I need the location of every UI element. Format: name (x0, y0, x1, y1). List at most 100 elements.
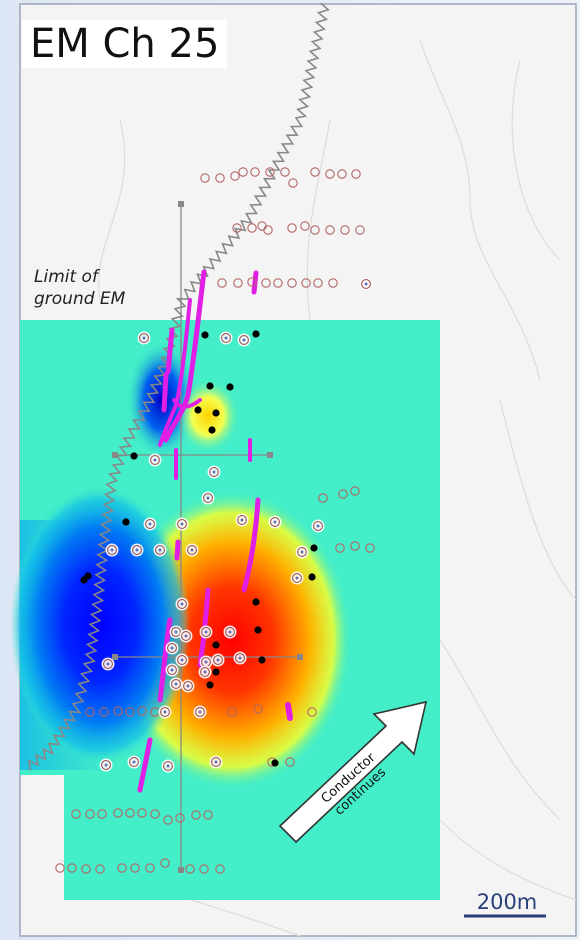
drillhole-marker (208, 426, 216, 434)
target-stations (99, 277, 373, 773)
sample-station-target (193, 705, 207, 719)
sample-station-target (169, 677, 183, 691)
sample-station-target (209, 755, 223, 769)
sample-station-marker (215, 173, 225, 183)
sample-station-marker (350, 541, 360, 551)
sample-station-marker (215, 864, 225, 874)
sample-station-target (207, 465, 221, 479)
sample-station-marker (253, 704, 263, 714)
sample-station-target (165, 663, 179, 677)
drillholes (80, 330, 318, 767)
sample-station-marker (71, 809, 81, 819)
sample-station-target (179, 629, 193, 643)
sample-station-marker (335, 543, 345, 553)
conductor-trace (163, 269, 207, 443)
sample-station-marker (200, 173, 210, 183)
sample-station-target (165, 641, 179, 655)
note-line-2: ground EM (34, 289, 126, 310)
sample-station-marker (337, 169, 347, 179)
sample-station-target (223, 625, 237, 639)
sample-station-marker (300, 221, 310, 231)
scale-label: 200m (476, 890, 538, 914)
sample-station-marker (350, 486, 360, 496)
sample-station-marker (199, 864, 209, 874)
sample-station-marker (287, 278, 297, 288)
sample-station-marker (125, 808, 135, 818)
sample-station-target (175, 653, 189, 667)
sample-stations (55, 167, 375, 874)
em-anomaly-low (10, 485, 190, 765)
sample-station-target (198, 665, 212, 679)
drillhole-marker (212, 641, 220, 649)
sample-station-target (143, 517, 157, 531)
sample-station-marker (185, 864, 195, 874)
sample-station-marker (191, 810, 201, 820)
conductor-trace (137, 737, 153, 793)
sample-station-target (211, 653, 225, 667)
sample-station-marker (310, 225, 320, 235)
sample-station-marker (288, 178, 298, 188)
sample-station-marker (247, 223, 257, 233)
sample-station-marker (338, 489, 348, 499)
sample-station-marker (85, 707, 95, 717)
sample-station-target (99, 758, 113, 772)
conductor-trace (157, 617, 173, 703)
sample-station-marker (263, 225, 273, 235)
sample-station-target (359, 277, 373, 291)
sample-station-marker (301, 278, 311, 288)
sample-station-marker (365, 543, 375, 553)
sample-station-marker (230, 171, 240, 181)
sample-station-marker (351, 169, 361, 179)
sample-station-target (201, 491, 215, 505)
sample-station-marker (113, 808, 123, 818)
sample-station-marker (203, 810, 213, 820)
sample-station-marker (340, 225, 350, 235)
conductor-trace (174, 539, 181, 561)
conductor-trace (165, 327, 175, 375)
conductor-trace (241, 497, 261, 593)
sample-station-target (311, 519, 325, 533)
sample-station-target (233, 651, 247, 665)
sample-station-target (158, 705, 172, 719)
sample-station-marker (95, 864, 105, 874)
drillhole-marker (194, 406, 202, 414)
drillhole-marker (212, 409, 220, 417)
sample-station-marker (285, 757, 295, 767)
sample-station-marker (273, 278, 283, 288)
sample-station-marker (287, 223, 297, 233)
em-survey-grid (10, 320, 440, 900)
sample-station-marker (280, 167, 290, 177)
sample-station-marker (163, 815, 173, 825)
sample-station-marker (145, 863, 155, 873)
sample-station-target (290, 571, 304, 585)
sample-station-marker (233, 278, 243, 288)
sample-station-marker (97, 809, 107, 819)
sample-station-target (175, 517, 189, 531)
sample-station-target (105, 543, 119, 557)
sample-station-target (101, 657, 115, 671)
sample-station-marker (265, 167, 275, 177)
sample-station-target (169, 625, 183, 639)
sample-station-marker (355, 225, 365, 235)
survey-line-endpoints (112, 201, 303, 873)
sample-station-marker (318, 493, 328, 503)
sample-station-target (185, 543, 199, 557)
sample-station-target (181, 679, 195, 693)
sample-station-marker (325, 225, 335, 235)
sample-station-marker (160, 858, 170, 868)
sample-station-target (130, 543, 144, 557)
sample-station-marker (81, 864, 91, 874)
drillhole-marker (84, 572, 92, 580)
sample-station-marker (85, 809, 95, 819)
sample-station-marker (325, 169, 335, 179)
sample-station-marker (232, 223, 242, 233)
drillhole-marker (122, 518, 130, 526)
drillhole-marker (310, 544, 318, 552)
sample-station-marker (250, 167, 260, 177)
sample-station-marker (67, 863, 77, 873)
sample-station-marker (247, 277, 257, 287)
river-icon (27, 2, 331, 771)
conductor-trace (161, 372, 169, 413)
drillhole-marker (206, 681, 214, 689)
